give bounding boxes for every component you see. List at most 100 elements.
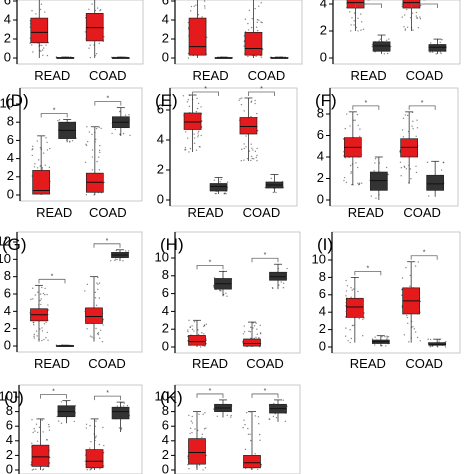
data-point — [190, 10, 192, 12]
y-tick-label: 0 — [162, 49, 169, 64]
data-point — [257, 416, 260, 418]
data-point — [242, 426, 244, 429]
data-point — [191, 325, 193, 327]
data-point — [103, 181, 105, 184]
data-point — [96, 332, 99, 335]
data-point — [88, 47, 90, 49]
data-point — [343, 179, 345, 182]
data-point — [88, 131, 91, 133]
box-tumor — [32, 170, 51, 195]
y-tick-label: 0 — [320, 49, 327, 64]
data-point — [40, 3, 43, 6]
y-tick-label: 4 — [7, 150, 14, 165]
data-point — [241, 97, 243, 99]
box-tumor — [243, 338, 261, 347]
data-point — [39, 299, 41, 302]
data-point — [44, 293, 46, 296]
y-tick-label: 0 — [7, 186, 14, 201]
y-tick-label: 2 — [4, 30, 11, 45]
data-point — [272, 415, 275, 418]
data-point — [36, 440, 39, 442]
data-point — [193, 133, 195, 135]
box-tumor — [188, 335, 206, 346]
data-point — [225, 292, 227, 295]
data-point — [226, 414, 228, 417]
significance-star: * — [51, 273, 54, 280]
data-point — [91, 133, 93, 136]
data-point — [35, 13, 37, 15]
significance-bracket — [94, 101, 122, 106]
y-tick-label: 0 — [162, 338, 169, 353]
box-tumor — [400, 138, 419, 158]
data-point — [95, 420, 97, 422]
data-point — [286, 267, 288, 270]
panel-e: 0 2 4 6(E) * READ * COAD — [155, 86, 298, 220]
data-point — [31, 419, 33, 421]
data-point — [95, 304, 98, 307]
data-point — [98, 443, 101, 446]
significance-bracket — [410, 255, 438, 260]
significance-star: * — [209, 388, 212, 395]
data-point — [124, 114, 127, 116]
box-tumor — [183, 112, 202, 130]
y-tick-label: 8 — [317, 105, 324, 120]
significance-bracket — [352, 105, 380, 110]
y-tick-label: 8 — [162, 403, 169, 418]
data-point — [120, 428, 123, 430]
data-point — [188, 151, 190, 153]
data-point — [409, 274, 411, 277]
category-label: READ — [350, 356, 386, 371]
data-point — [58, 420, 60, 422]
data-point — [441, 39, 443, 41]
data-point — [116, 258, 118, 261]
y-tick-label: 0 — [157, 191, 164, 206]
significance-bracket — [411, 3, 438, 8]
data-point — [34, 294, 37, 296]
category-label: COAD — [246, 356, 284, 371]
data-point — [56, 415, 58, 418]
data-point — [85, 427, 88, 429]
category-label: READ — [36, 205, 72, 220]
significance-bracket — [408, 105, 436, 110]
data-point — [197, 102, 200, 105]
data-point — [245, 135, 247, 137]
data-point — [349, 329, 351, 331]
data-point — [345, 295, 347, 297]
box-tumor — [243, 455, 261, 469]
data-point — [43, 338, 45, 341]
data-point — [33, 428, 35, 430]
y-tick-label: 6 — [4, 285, 11, 300]
y-tick-label: 4 — [319, 304, 326, 319]
data-point — [362, 318, 364, 321]
y-tick-label: 2 — [320, 22, 327, 37]
data-point — [215, 192, 218, 195]
data-point — [240, 103, 243, 106]
data-point — [403, 166, 406, 168]
panel-h: 0 2 4 6 8 10(H) * READ * COAD — [155, 231, 301, 371]
data-point — [190, 420, 193, 422]
data-point — [84, 460, 87, 462]
data-point — [273, 402, 275, 405]
data-point — [385, 166, 388, 169]
category-label: READ — [34, 68, 70, 83]
data-point — [182, 95, 185, 97]
data-point — [96, 160, 98, 163]
significance-bracket — [196, 393, 224, 398]
data-point — [256, 333, 259, 335]
panel-b: 0 2 4 6 READ COAD — [162, 0, 303, 83]
data-point — [250, 326, 252, 329]
data-point — [401, 129, 404, 131]
box-tumor — [30, 17, 49, 44]
y-tick-label: 8 — [319, 269, 326, 284]
significance-star: * — [106, 238, 109, 245]
data-point — [399, 161, 402, 163]
data-point — [35, 468, 37, 470]
data-point — [242, 333, 245, 335]
plot-frame — [331, 231, 461, 354]
data-point — [32, 298, 34, 300]
data-point — [201, 16, 203, 18]
data-point — [91, 169, 94, 171]
data-point — [203, 324, 206, 326]
panel-g: 0 2 4 6 8 10 12(G) * READ * COAD — [0, 231, 143, 371]
